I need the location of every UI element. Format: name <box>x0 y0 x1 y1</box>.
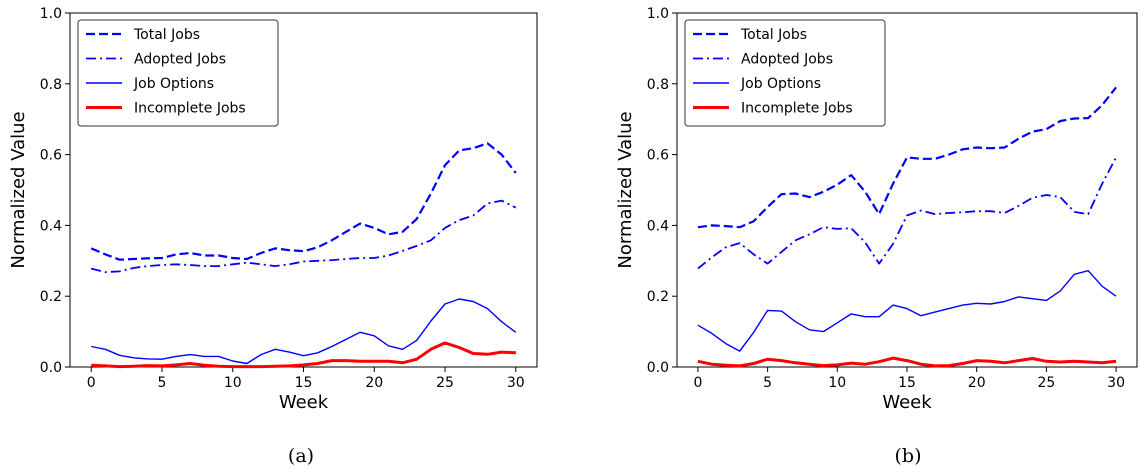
y-tick-label: 0.0 <box>40 360 62 376</box>
legend-entry: Total Jobs <box>740 27 807 43</box>
legend: Total Jobs Adopted Jobs Job Options Incompl… <box>684 19 886 127</box>
y-tick-label: 0.2 <box>40 289 62 305</box>
legend-frame <box>77 19 279 127</box>
x-tick-label: 0 <box>693 375 702 391</box>
series-line-job-options <box>91 298 517 365</box>
series-line-job-options <box>697 270 1117 352</box>
y-tick-label: 1.0 <box>40 6 62 22</box>
y-tick-label: 0.4 <box>647 218 669 234</box>
series-line-incomplete-jobs <box>697 356 1117 368</box>
y-tick-label: 0.0 <box>647 360 669 376</box>
legend-entry: Adopted Jobs <box>134 52 226 68</box>
series-line-total-jobs <box>90 142 517 261</box>
x-tick-label: 5 <box>158 375 167 391</box>
y-axis-label: Normalized Value <box>8 111 29 268</box>
x-tick-label: 20 <box>365 375 383 391</box>
y-axis-label: Normalized Value <box>615 111 636 268</box>
x-tick-label: 0 <box>87 375 96 391</box>
x-tick-label: 5 <box>763 375 772 391</box>
legend-entry: Incomplete Jobs <box>134 101 246 117</box>
y-tick-label: 0.4 <box>40 218 62 234</box>
panel-caption: (a) <box>288 445 314 467</box>
x-tick-label: 15 <box>295 375 313 391</box>
x-tick-label: 10 <box>828 375 846 391</box>
y-tick-label: 0.8 <box>647 77 669 93</box>
x-tick-label: 25 <box>436 375 454 391</box>
legend: Total Jobs Adopted Jobs Job Options Incompl… <box>77 19 279 127</box>
series-line-adopted-jobs <box>697 156 1117 270</box>
y-tick-label: 0.8 <box>40 77 62 93</box>
y-tick-label: 0.6 <box>647 148 669 164</box>
series-line-incomplete-jobs <box>91 341 516 369</box>
x-tick-label: 30 <box>507 375 525 391</box>
x-tick-label: 30 <box>1107 375 1125 391</box>
legend-entry: Job Options <box>740 76 821 92</box>
legend-entry: Job Options <box>133 76 214 92</box>
legend-entry: Total Jobs <box>133 27 200 43</box>
legend-frame <box>684 19 886 127</box>
x-tick-label: 10 <box>224 375 242 391</box>
x-axis-label: Week <box>882 392 932 413</box>
x-tick-label: 25 <box>1037 375 1055 391</box>
y-tick-label: 0.2 <box>647 289 669 305</box>
legend-entry: Adopted Jobs <box>741 52 833 68</box>
x-tick-label: 15 <box>898 375 916 391</box>
x-axis-label: Week <box>279 392 329 413</box>
legend-entry: Incomplete Jobs <box>741 101 853 117</box>
chart-panel-a: 0 5 10 15 20 25 30 0.0 0.2 0.4 0.6 0.8 1.0 Week Normal… <box>8 6 538 467</box>
y-tick-label: 1.0 <box>647 6 669 22</box>
y-tick-label: 0.6 <box>40 148 62 164</box>
chart-panel-b: 0 5 10 15 20 25 30 0.0 0.2 0.4 0.6 0.8 1.0 Week Normal… <box>615 6 1138 467</box>
x-tick-label: 20 <box>968 375 986 391</box>
series-line-adopted-jobs <box>90 199 517 274</box>
panel-caption: (b) <box>895 445 922 467</box>
